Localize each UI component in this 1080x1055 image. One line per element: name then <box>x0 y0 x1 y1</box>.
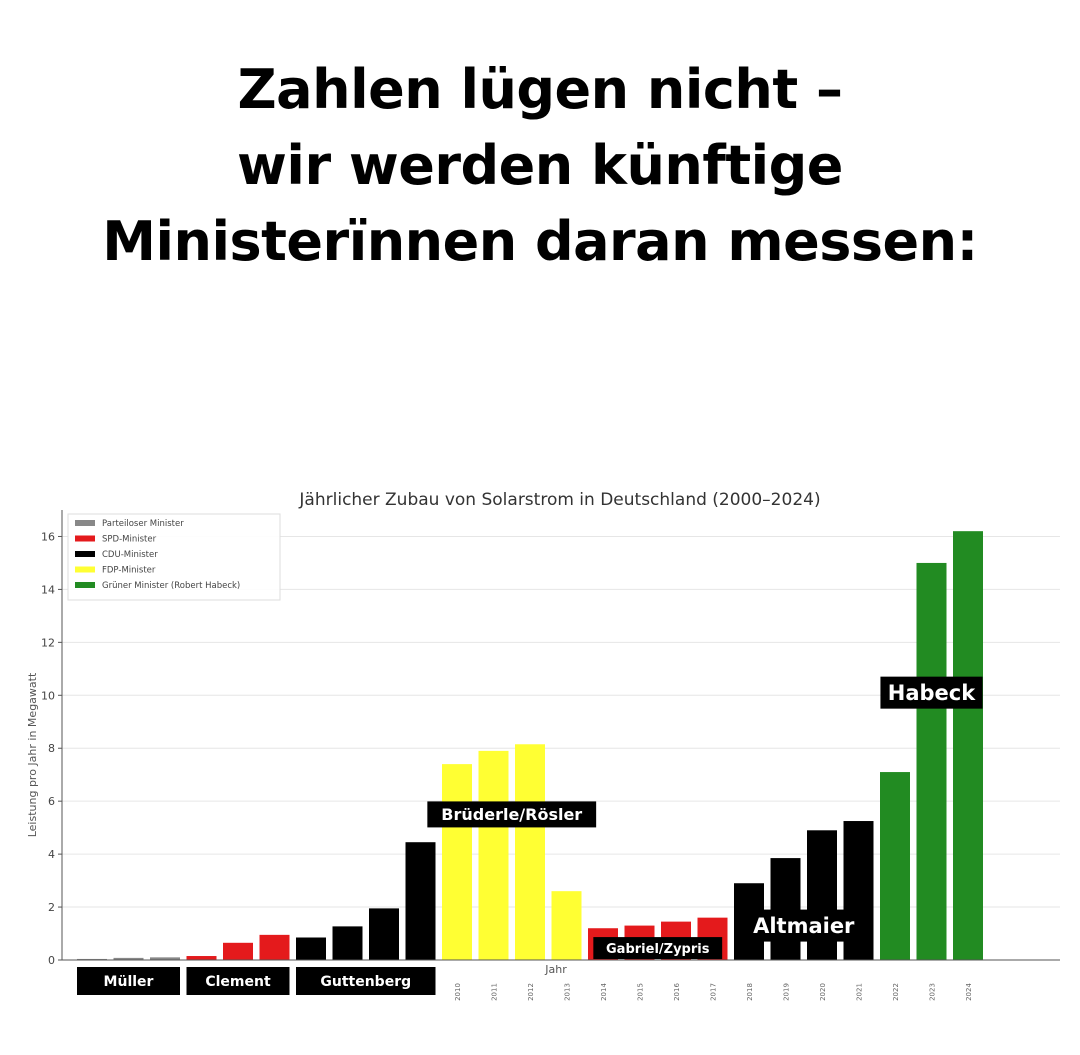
legend-box <box>67 513 281 601</box>
y-tick-label: 8 <box>48 742 55 755</box>
bar-2011 <box>478 750 509 960</box>
headline-line-3: Ministerïnnen daran messen: <box>102 210 978 273</box>
y-tick-label: 6 <box>48 795 55 808</box>
bar-2002 <box>150 957 180 960</box>
legend-swatch <box>75 582 95 588</box>
x-tick-label: 2014 <box>600 983 608 1001</box>
x-tick-label: 2016 <box>673 983 681 1001</box>
bar-2003 <box>186 956 217 960</box>
minister-label-box <box>186 967 290 995</box>
x-tick-label: 2023 <box>929 983 937 1001</box>
bar-2005 <box>259 934 290 960</box>
minister-label: Brüderle/Rösler <box>441 805 582 824</box>
headline: Zahlen lügen nicht – wir werden künftige… <box>0 52 1080 280</box>
legend-label: SPD-Minister <box>102 535 157 545</box>
minister-label: Müller <box>104 974 154 990</box>
minister-label-box <box>880 676 983 709</box>
legend-label: Parteiloser Minister <box>102 519 184 529</box>
legend-swatch <box>75 566 95 573</box>
x-tick-label: 2024 <box>965 983 973 1001</box>
legend-label: FDP-Minister <box>102 566 156 576</box>
minister-labels-below: Müller Clement Guttenberg <box>77 967 436 995</box>
legend-label: CDU-Minister <box>102 550 158 560</box>
bar-2023 <box>916 562 947 960</box>
x-tick-label: 2015 <box>637 983 645 1001</box>
y-tick-label: 12 <box>41 636 55 649</box>
bar-2010 <box>442 764 472 960</box>
minister-label: Clement <box>205 974 271 990</box>
bar-2007 <box>332 926 363 960</box>
bar-2022 <box>880 772 910 960</box>
minister-label-box <box>296 967 436 995</box>
bar-2008 <box>369 908 399 960</box>
bar-2013 <box>551 891 582 960</box>
headline-line-2: wir werden künftige <box>237 134 843 197</box>
minister-label-box <box>427 801 597 828</box>
bar-2009 <box>405 842 436 960</box>
minister-label-box <box>77 967 180 995</box>
y-tick-label: 10 <box>41 689 55 702</box>
legend-swatch <box>75 520 95 526</box>
bar-2012 <box>515 744 545 960</box>
bar-2024 <box>953 531 983 960</box>
y-axis-label: Leistung pro Jahr in Megawatt <box>26 672 39 837</box>
x-tick-label: 2021 <box>856 983 864 1001</box>
x-tick-label: 2018 <box>746 983 754 1001</box>
x-tick-label: 2017 <box>710 983 718 1001</box>
y-tick-label: 4 <box>48 848 55 861</box>
x-tick-label: 2022 <box>892 983 900 1001</box>
legend-swatch <box>75 535 95 542</box>
x-tick-label: 2010 <box>454 983 462 1001</box>
x-axis-label: Jahr <box>544 963 567 976</box>
y-tick-label: 0 <box>48 954 55 967</box>
x-axis-ticks: 2010 2011 2012 2013 2014 2015 2016 2017 2018 2019… <box>454 983 973 1001</box>
bar-2001 <box>113 957 144 960</box>
solar-bar-chart: Jährlicher Zubau von Solarstrom in Deuts… <box>26 490 1060 1001</box>
bar-2004 <box>223 942 253 960</box>
minister-label-box <box>739 909 868 942</box>
minister-label-box <box>593 937 723 960</box>
x-tick-label: 2012 <box>527 983 535 1001</box>
y-tick-label: 16 <box>41 530 55 543</box>
minister-label: Guttenberg <box>320 974 411 990</box>
bar-2000 <box>77 958 107 960</box>
legend: Parteiloser Minister SPD-Minister CDU-Mini… <box>67 513 281 601</box>
legend-label: Grüner Minister (Robert Habeck) <box>102 581 240 591</box>
y-tick-label: 2 <box>48 901 55 914</box>
y-tick-label: 14 <box>41 583 55 596</box>
legend-swatch <box>75 551 95 557</box>
minister-label: Altmaier <box>753 914 855 938</box>
x-tick-label: 2020 <box>819 983 827 1001</box>
headline-line-1: Zahlen lügen nicht – <box>237 58 843 121</box>
x-tick-label: 2019 <box>783 983 791 1001</box>
x-tick-label: 2011 <box>491 983 499 1001</box>
bar-2019 <box>770 858 801 960</box>
minister-label: Gabriel/Zypris <box>606 942 710 957</box>
bar-2006 <box>296 937 326 960</box>
minister-label: Habeck <box>888 681 976 705</box>
x-tick-label: 2013 <box>564 983 572 1001</box>
minister-labels-inside: Brüderle/Rösler Gabriel/Zypris Altmaier Hab… <box>427 676 983 960</box>
y-axis-ticks: 0 2 4 6 8 10 12 14 16 <box>41 530 62 967</box>
chart-title: Jährlicher Zubau von Solarstrom in Deuts… <box>298 490 820 510</box>
